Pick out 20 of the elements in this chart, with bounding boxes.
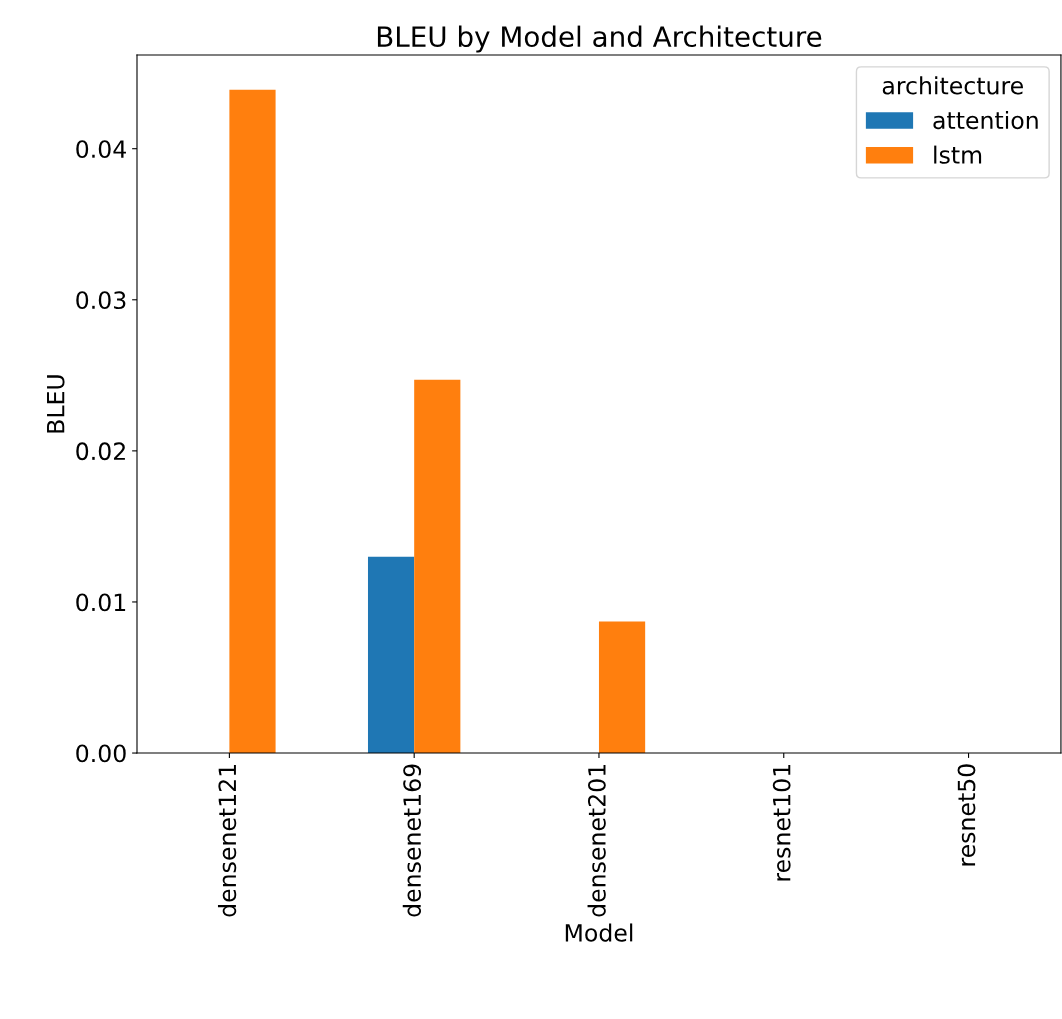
y-axis-title: BLEU — [47, 375, 65, 433]
y-tick-label: 0.02 — [76, 442, 125, 461]
x-tick-label: resnet101 — [772, 764, 791, 881]
legend-label: lstm — [934, 145, 982, 164]
y-tick-label: 0.01 — [76, 593, 126, 612]
y-tick-label: 0.00 — [76, 744, 126, 763]
chart-title: BLEU by Model and Architecture — [377, 25, 822, 53]
x-tick-label: resnet50 — [957, 764, 976, 866]
y-tick-label: 0.04 — [76, 140, 126, 159]
bar — [367, 556, 415, 754]
legend-label: attention — [933, 110, 1038, 130]
x-axis-title: Model — [565, 923, 633, 942]
x-tick-label: densenet121 — [217, 764, 237, 917]
legend-title: architecture — [882, 76, 1023, 95]
x-tick-label: densenet201 — [587, 764, 606, 917]
bar — [414, 379, 461, 754]
x-tick-label: densenet169 — [402, 764, 422, 917]
bar — [598, 621, 646, 754]
bar — [229, 89, 276, 754]
y-tick-label: 0.03 — [76, 291, 126, 310]
